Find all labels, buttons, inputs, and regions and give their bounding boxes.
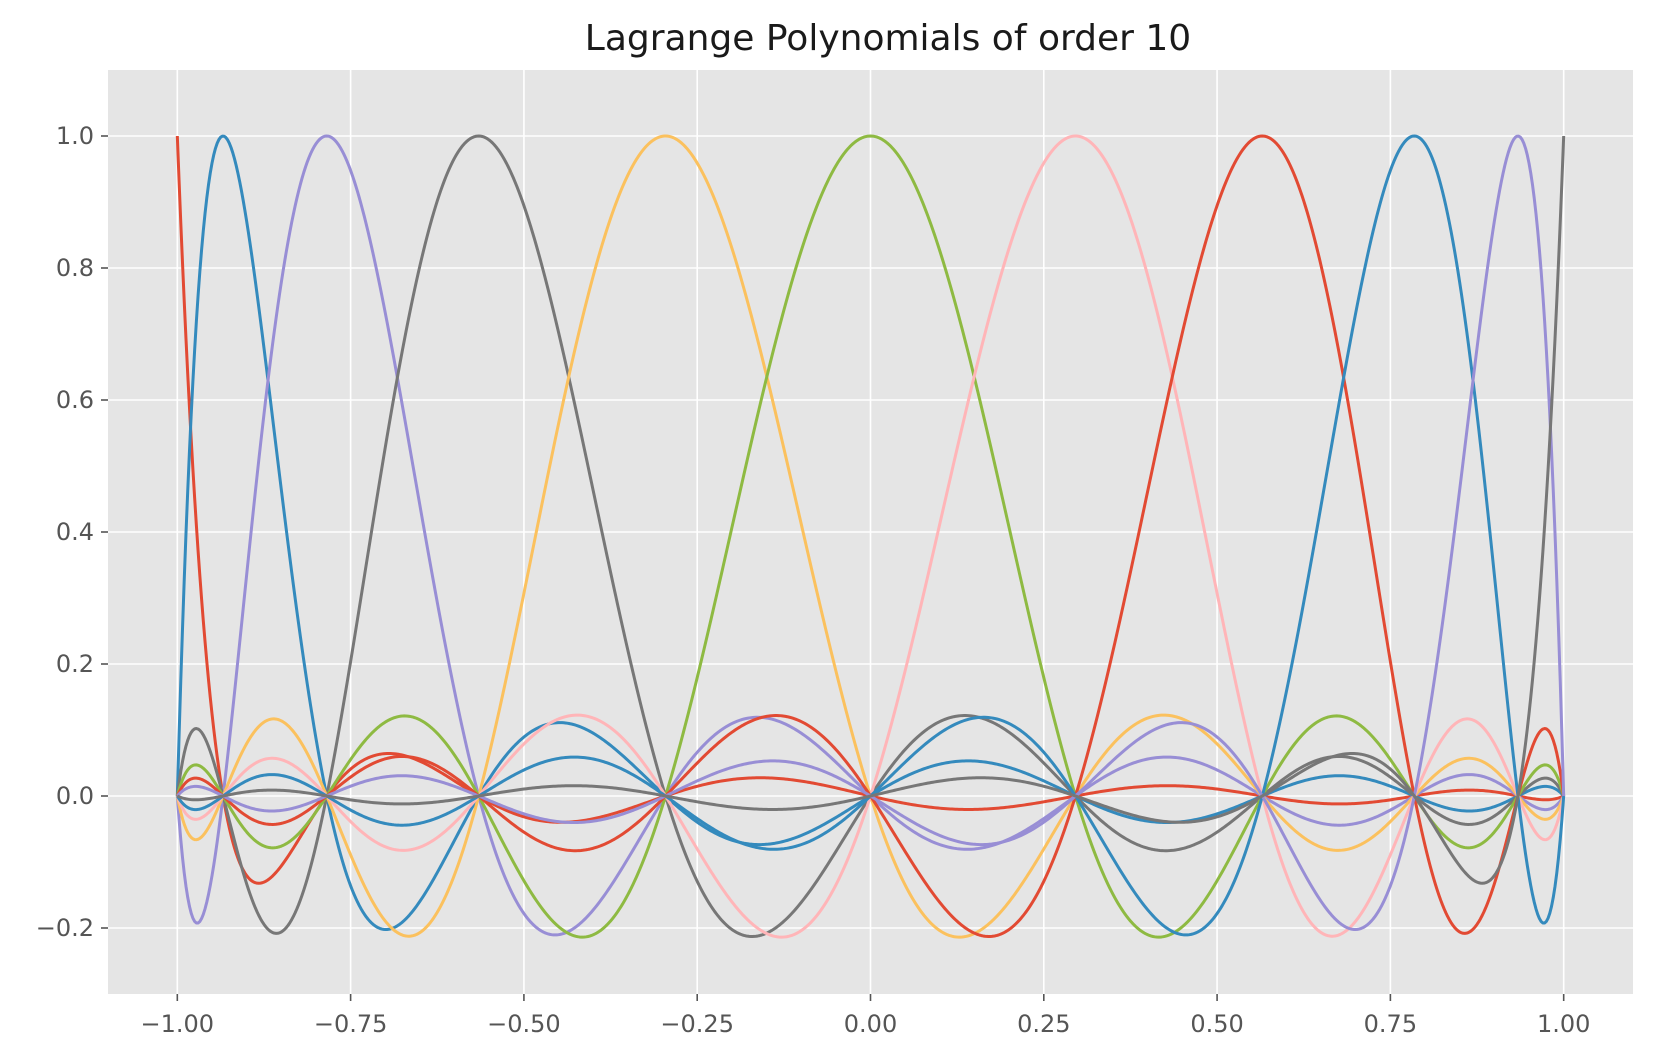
x-tick-label: −0.50	[487, 1010, 561, 1038]
y-tick-label: 0.4	[56, 518, 94, 546]
lagrange-line-5	[175, 134, 1566, 939]
y-tick-label: 0.0	[56, 782, 94, 810]
x-tick-label: 0.75	[1364, 1010, 1417, 1038]
x-tick-label: −0.75	[314, 1010, 388, 1038]
x-tick-label: 0.25	[1017, 1010, 1070, 1038]
y-tick-label: 0.2	[56, 650, 94, 678]
y-tick-label: −0.2	[36, 914, 94, 942]
y-axis-ticks: −0.2 0.0 0.2 0.4 0.6 0.8 1.0	[36, 122, 108, 942]
x-tick-label: 0.00	[844, 1010, 897, 1038]
x-tick-label: −0.25	[660, 1010, 734, 1038]
x-tick-label: 1.00	[1537, 1010, 1590, 1038]
chart-title: Lagrange Polynomials of order 10	[585, 18, 1191, 59]
lagrange-line-10	[176, 135, 1566, 885]
y-tick-label: 0.8	[56, 254, 94, 282]
x-tick-label: −1.00	[141, 1010, 215, 1038]
x-tick-label: 0.50	[1190, 1010, 1243, 1038]
x-axis-ticks: −1.00 −0.75 −0.50 −0.25 0.00 0.25 0.50 0.75 1.00	[141, 994, 1590, 1038]
y-tick-label: 0.6	[56, 386, 94, 414]
y-tick-label: 1.0	[56, 122, 94, 150]
series-lines	[175, 134, 1566, 939]
